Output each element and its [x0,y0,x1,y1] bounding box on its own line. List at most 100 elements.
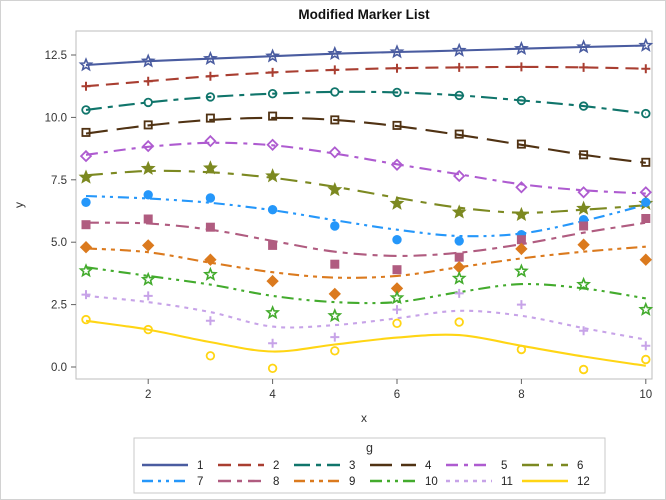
square-marker-icon [454,252,464,262]
star-marker-icon [78,57,94,72]
legend-entry-4: 4 [370,460,432,472]
plus-marker-icon [205,71,215,81]
star-marker-icon [451,270,467,285]
legend-entry-label: 2 [273,460,279,472]
series-3-markers [81,87,651,119]
square-marker-icon [330,115,340,125]
circle-marker-icon [143,190,153,200]
legend-entry-label: 12 [577,476,590,488]
plus-marker-icon [81,81,91,91]
series-6-line [85,169,646,214]
plus-marker-icon [579,62,589,72]
star-marker-icon [78,263,94,278]
series-layer [85,44,647,367]
square-marker-icon [516,139,526,149]
diamond-marker-icon [204,253,217,266]
square-marker-icon [143,214,153,224]
square-marker-icon [392,265,402,275]
circle-marker-icon [267,88,278,99]
y-tick-label: 0.0 [51,362,67,374]
legend-entry-label: 9 [349,476,355,488]
plus-marker-icon [454,288,464,298]
plus-marker-icon [330,65,340,75]
star-marker-icon [389,290,405,305]
star-marker-icon [389,44,405,59]
legend-entry-5: 5 [446,460,507,472]
diamond-marker-icon [142,239,155,252]
plus-marker-icon [81,290,91,300]
diamond-marker-icon [639,253,652,266]
square-marker-icon [268,240,278,250]
plus-marker-icon [392,305,402,315]
legend-entry-3: 3 [294,460,355,472]
diamond-marker-icon [79,241,93,254]
diamond-marker-icon [515,181,528,194]
star-marker-icon [140,160,156,175]
y-axis-label: y [12,202,26,208]
square-marker-icon [392,120,402,130]
circle-marker-icon [516,344,527,355]
plus-marker-icon [579,326,589,336]
legend-entry-label: 6 [577,460,583,472]
star-marker-icon [576,276,592,291]
legend-entry-10: 10 [370,476,438,488]
legend-entry-label: 10 [425,476,438,488]
plus-marker-icon [392,63,402,73]
y-tick-label: 7.5 [51,175,67,187]
diamond-marker-icon [577,186,590,199]
diamond-marker-icon [577,238,590,251]
circle-marker-icon [81,197,91,207]
circle-marker-icon [392,87,402,98]
x-tick-label: 4 [269,389,276,401]
series-11-markers [81,288,651,351]
circle-marker-icon [392,234,402,245]
star-marker-icon [576,200,592,215]
circle-marker-icon [330,346,340,356]
circle-marker-icon [454,90,464,101]
series-8-line [85,221,646,257]
star-marker-icon [327,181,343,197]
plus-marker-icon [268,67,278,77]
x-tick-label: 8 [518,389,524,401]
square-marker-icon [641,213,651,223]
plot-frame [75,30,653,380]
legend: 1 2 3 4 5 67 8 9 10 11 12 [133,437,606,494]
diamond-marker-icon [142,139,155,153]
star-marker-icon [451,204,467,219]
plus-marker-icon [268,338,278,348]
star-marker-icon [513,40,529,56]
diamond-marker-icon [266,274,279,288]
legend-entry-label: 8 [273,476,279,488]
square-marker-icon [579,150,589,160]
square-marker-icon [205,222,215,232]
plus-marker-icon [143,291,153,301]
plus-marker-icon [516,300,526,310]
star-marker-icon [327,45,343,61]
circle-marker-icon [578,364,589,375]
y-tick-label: 5.0 [51,237,67,249]
circle-marker-icon [392,318,402,328]
series-6-markers [78,160,654,222]
legend-entry-label: 1 [197,460,203,472]
square-marker-icon [81,127,91,137]
square-marker-icon [454,129,464,139]
legend-entry-label: 3 [349,460,355,472]
star-marker-icon [327,307,343,323]
circle-marker-icon [516,95,527,106]
star-marker-icon [265,168,281,183]
x-axis-label: x [361,411,367,425]
series-5-markers [79,134,652,199]
legend-entry-1: 1 [142,460,203,472]
x-tick-label: 10 [639,389,652,401]
plus-marker-icon [205,316,215,326]
circle-marker-icon [454,236,464,246]
legend-entry-label: 4 [425,460,432,472]
star-marker-icon [202,266,218,281]
y-tick-label: 10.0 [45,112,67,124]
diamond-marker-icon [453,169,466,183]
chart-title: Modified Marker List [298,7,430,22]
series-12-markers [81,314,651,375]
diamond-marker-icon [390,158,404,171]
series-8-markers [81,213,651,275]
plus-marker-icon [143,76,153,86]
